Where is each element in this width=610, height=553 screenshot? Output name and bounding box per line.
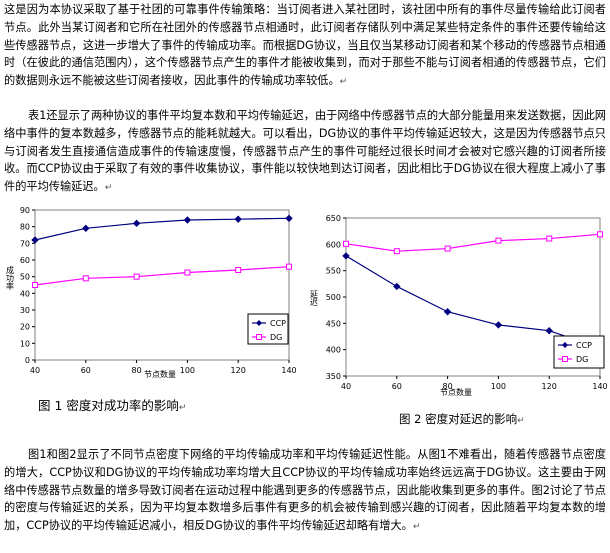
x-tick-label: 120 [231, 366, 246, 375]
x-tick-label: 100 [180, 366, 195, 375]
paragraph-mark: ↵ [517, 416, 525, 426]
y-tick-label: 20 [20, 323, 30, 332]
y-tick-label: 60 [20, 256, 30, 265]
legend-box [553, 335, 605, 369]
paragraph-mark: ↵ [178, 403, 187, 413]
paragraph-mark: ↵ [412, 522, 421, 533]
series-line-ccp [34, 217, 290, 241]
body-paragraph-1: 这是因为本协议采取了基于社团的可靠事件传输策略：当订阅者进入某社团时，该社团中所… [4, 3, 606, 88]
y-tick-label: 90 [20, 206, 30, 215]
legend-label-ccp: CCP [576, 341, 592, 350]
x-tick-label: 100 [491, 382, 506, 391]
y-axis-label: 延迟 [310, 289, 319, 307]
data-point-ccp [545, 326, 553, 335]
body-paragraph-3: 图1和图2显示了不同节点密度下网络的平均传输成功率和平均传输延迟性能。从图1不难… [4, 448, 606, 533]
y-tick-label: 80 [20, 223, 30, 232]
data-point-dg [546, 235, 553, 242]
data-point-ccp [132, 219, 141, 228]
series-line-ccp [345, 255, 601, 349]
x-tick-label: 120 [542, 382, 557, 391]
y-tick-label: 10 [20, 339, 30, 348]
data-point-ccp [31, 236, 39, 244]
legend-marker-ccp [256, 320, 262, 326]
x-tick-label: 140 [281, 366, 296, 375]
data-point-dg [133, 273, 140, 280]
x-axis-label: 节点数量 [144, 369, 176, 379]
paragraph-mark: ↵ [104, 183, 113, 194]
figure-2-caption: 图 2 密度对延迟的影响↵ [399, 412, 525, 426]
data-point-dg [184, 269, 191, 276]
data-point-dg [597, 231, 603, 238]
x-tick-label: 80 [443, 382, 453, 391]
legend-label-dg: DG [270, 333, 282, 342]
y-tick-label: 450 [326, 319, 341, 328]
y-tick-label: 70 [20, 239, 30, 248]
legend-marker-dg [256, 334, 262, 340]
y-tick-label: 40 [20, 289, 30, 298]
data-point-dg [444, 245, 451, 252]
y-axis-label: 成功率 [6, 265, 15, 291]
x-tick-label: 40 [341, 382, 351, 391]
data-point-dg [32, 282, 38, 288]
legend-marker-ccp [562, 342, 568, 348]
body-paragraph-2: 表1还显示了两种协议的事件平均复本数和平均传输延迟，由于网络中传感器节点的大部分… [4, 109, 606, 194]
y-tick-label: 600 [326, 240, 341, 249]
data-point-ccp [82, 224, 90, 233]
y-tick-label: 0 [25, 356, 30, 365]
y-tick-label: 30 [20, 306, 30, 315]
y-tick-label: 650 [326, 214, 341, 223]
data-point-ccp [342, 252, 350, 260]
y-tick-label: 550 [326, 267, 341, 276]
y-tick-label: 350 [326, 372, 341, 381]
legend-marker-dg [562, 356, 568, 362]
data-point-ccp [393, 282, 401, 291]
series-line-dg [345, 233, 601, 252]
series-line-dg [34, 266, 290, 286]
data-point-dg [393, 248, 400, 255]
legend-label-ccp: CCP [270, 319, 286, 328]
x-tick-label: 80 [132, 366, 142, 375]
figure-1-caption: 图 1 密度对成功率的影响↵ [38, 398, 187, 413]
data-point-dg [286, 263, 292, 270]
data-point-dg [495, 237, 502, 244]
data-point-ccp [494, 321, 503, 329]
figure-1-success-rate-chart: 0 10 20 30 40 50 60 70 80 90 40 60 80 100 120 140 节点数量 成功… [6, 206, 297, 379]
y-tick-label: 500 [326, 293, 341, 302]
y-tick-label: 50 [20, 273, 30, 282]
figure-2-delay-chart: 350 400 450 500 550 600 650 40 60 80 100 120 140 节点数量… [310, 214, 608, 397]
paragraph-mark: ↵ [339, 77, 348, 88]
x-tick-label: 140 [592, 382, 607, 391]
data-point-ccp [234, 215, 242, 223]
x-axis-label: 节点数量 [440, 387, 472, 397]
x-tick-label: 60 [392, 382, 402, 391]
x-tick-label: 40 [30, 366, 40, 375]
x-tick-label: 60 [81, 366, 91, 375]
y-tick-label: 400 [326, 346, 341, 355]
data-point-dg [82, 275, 89, 282]
data-point-ccp [183, 216, 192, 224]
data-point-ccp [285, 214, 293, 223]
legend-box [247, 313, 289, 345]
data-point-ccp [443, 308, 452, 316]
data-point-dg [235, 267, 242, 273]
data-point-dg [343, 240, 349, 247]
legend-label-dg: DG [576, 355, 588, 364]
